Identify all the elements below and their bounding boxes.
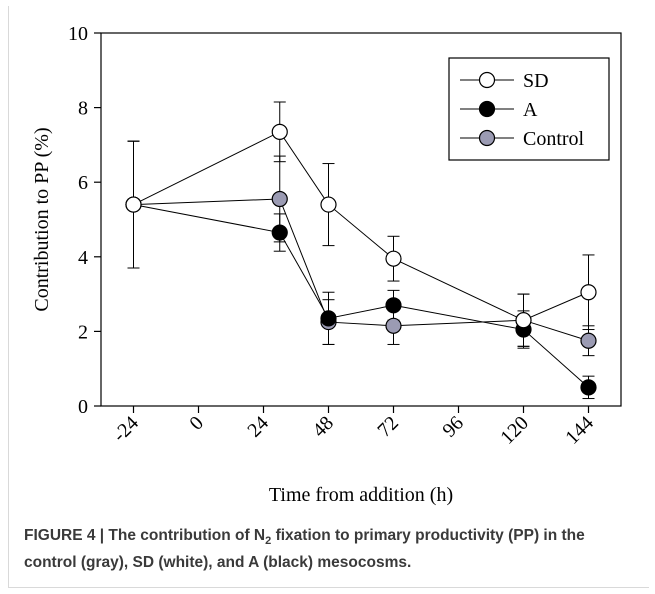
caption-suffix: fixation to primary productivity (PP) in… (24, 527, 585, 572)
data-point (385, 297, 402, 314)
legend-marker (478, 71, 496, 89)
figure-frame (8, 6, 649, 588)
data-point (385, 317, 402, 334)
x-tick-label: 0 (185, 412, 208, 435)
series-layer (125, 101, 597, 400)
x-axis-label: Time from addition (h) (269, 484, 453, 506)
x-tick-label: 24 (243, 412, 273, 442)
y-axis-label: Contribution to PP (%) (31, 127, 53, 311)
data-point (320, 196, 337, 213)
caption-subscript: 2 (265, 535, 272, 548)
data-point (580, 332, 597, 349)
legend-label: SD (523, 70, 549, 92)
legend-marker (478, 129, 496, 147)
y-tick-label: 2 (78, 321, 88, 343)
x-tick-label: 144 (561, 412, 598, 449)
legend-marker (478, 100, 496, 118)
data-point (385, 250, 402, 267)
y-tick-label: 10 (68, 23, 88, 45)
legend-label: Control (523, 128, 585, 150)
data-point (515, 312, 532, 329)
series-line (133, 198, 589, 342)
x-tick-label: -24 (109, 412, 143, 446)
x-tick-label: 72 (373, 412, 403, 442)
y-tick-label: 8 (78, 98, 88, 120)
data-point (320, 310, 337, 327)
data-point (271, 190, 288, 208)
data-point (580, 284, 597, 301)
plot-area (100, 32, 622, 407)
x-tick-label: 48 (308, 412, 338, 442)
data-point (271, 123, 288, 140)
data-point (271, 224, 288, 241)
legend: SD A Control (448, 57, 610, 161)
series-line (133, 131, 589, 321)
data-point (125, 196, 142, 213)
y-axis: 0 2 4 6 8 10 (68, 23, 101, 418)
caption-prefix: FIGURE 4 | The contribution of N (24, 527, 266, 544)
x-tick-label: 120 (496, 412, 533, 449)
y-tick-label: 4 (78, 247, 88, 269)
series-line (133, 204, 589, 388)
legend-label: A (523, 99, 538, 121)
figure-caption: FIGURE 4 | The contribution of N2 fixati… (24, 525, 639, 574)
x-tick-label: 96 (438, 412, 468, 442)
y-tick-label: 6 (78, 172, 88, 194)
data-point (580, 379, 597, 396)
y-tick-label: 0 (78, 396, 88, 418)
x-axis: -24 0 24 48 72 96 120 144 (109, 406, 598, 449)
